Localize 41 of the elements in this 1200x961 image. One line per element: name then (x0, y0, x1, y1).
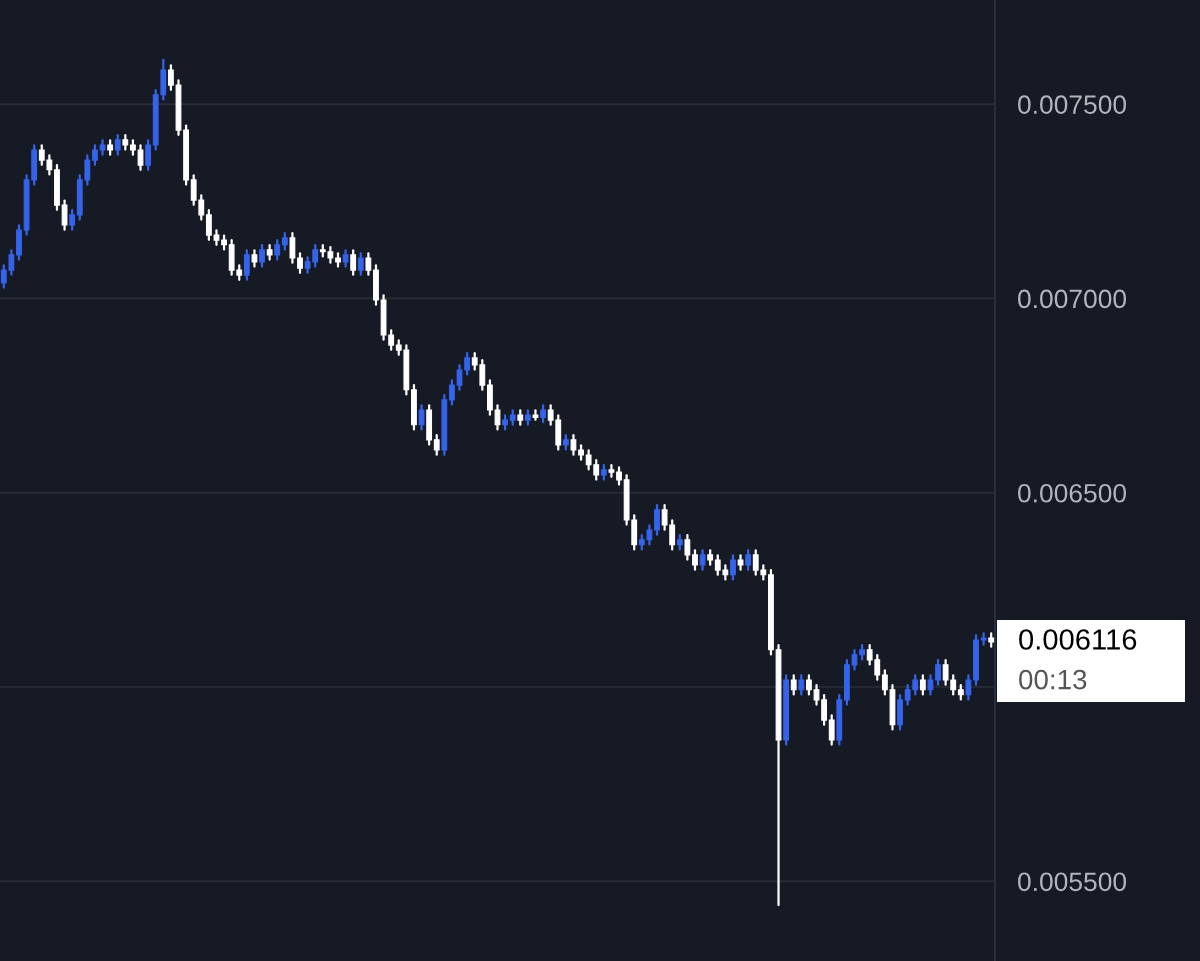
text: 00:13 (1019, 669, 1087, 690)
candlestick (980, 632, 987, 646)
candlestick (418, 404, 425, 431)
candlestick (365, 252, 372, 276)
candlestick (570, 434, 577, 456)
candlestick (806, 674, 812, 696)
candlestick (69, 209, 76, 231)
candlestick (350, 249, 357, 276)
candlestick (927, 674, 934, 696)
candlestick (92, 144, 98, 166)
y-tick-label: 0.006500 (1018, 483, 1127, 503)
candlestick (433, 434, 440, 456)
candlestick (608, 464, 615, 478)
candlestick (243, 249, 250, 281)
candlestick (449, 379, 455, 406)
candlestick (699, 549, 706, 571)
candlestick (935, 659, 941, 686)
candlestick (259, 244, 265, 268)
candlestick (289, 232, 296, 264)
candlestick (532, 409, 539, 421)
candlestick (828, 714, 835, 746)
candlestick (692, 549, 698, 571)
candlestick (965, 674, 972, 701)
text: 0.006116 (1019, 629, 1137, 650)
candlestick (919, 674, 926, 696)
candlestick (137, 144, 144, 171)
candlestick (145, 139, 152, 171)
candlestick (798, 674, 805, 696)
candlestick (730, 554, 736, 581)
y-tick-label: 0.005500 (1018, 872, 1127, 892)
candlestick (790, 674, 797, 696)
candlestick (274, 239, 281, 261)
candlestick (357, 252, 364, 276)
y-tick-label: 0.007000 (1018, 289, 1127, 309)
y-tick-label: 0.007500 (1018, 95, 1127, 114)
candlestick (297, 252, 303, 274)
candlestick (654, 504, 660, 536)
candlestick (61, 199, 68, 231)
candlestick (684, 533, 691, 561)
candlestick (745, 549, 752, 571)
candlestick (114, 134, 121, 156)
